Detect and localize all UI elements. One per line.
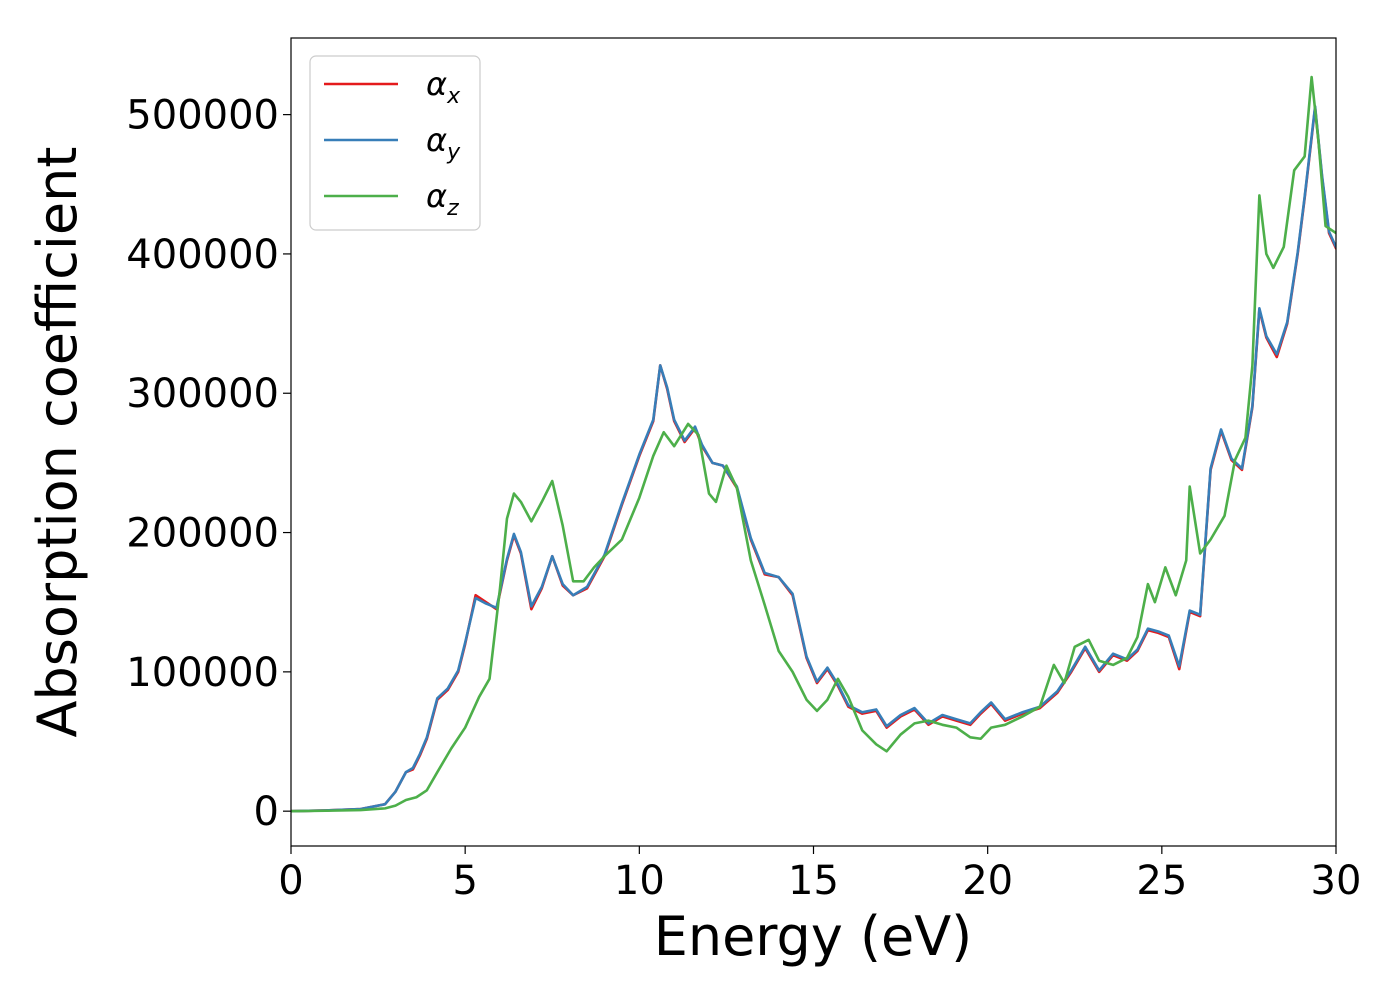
x-tick-label: 15 (788, 858, 839, 904)
series-line-y (291, 104, 1336, 813)
x-axis: 0 5 10 15 20 25 30 (278, 846, 1361, 904)
y-axis-title: Absorption coefficient (26, 147, 89, 738)
legend-label-y: αy (426, 121, 461, 165)
legend-box (309, 55, 481, 231)
y-tick-label: 400000 (126, 232, 279, 278)
legend-label-x: αx (426, 65, 461, 109)
series-line-z (291, 75, 1336, 813)
y-tick-label: 500000 (126, 93, 279, 139)
x-tick-label: 0 (278, 858, 303, 904)
y-tick-label: 0 (254, 789, 279, 835)
x-axis-title: Energy (eV) (654, 905, 973, 968)
x-tick-label: 30 (1311, 858, 1362, 904)
legend: αx αy αz (309, 55, 481, 231)
y-tick-label: 200000 (126, 511, 279, 557)
x-tick-label: 5 (452, 858, 477, 904)
y-axis: 0 100000 200000 300000 400000 500000 (126, 93, 291, 835)
y-tick-label: 100000 (126, 650, 279, 696)
legend-label-z: αz (426, 177, 459, 221)
x-tick-label: 10 (614, 858, 665, 904)
x-tick-label: 25 (1136, 858, 1187, 904)
series-layer (291, 75, 1336, 813)
x-tick-label: 20 (962, 858, 1013, 904)
y-tick-label: 300000 (126, 371, 279, 417)
